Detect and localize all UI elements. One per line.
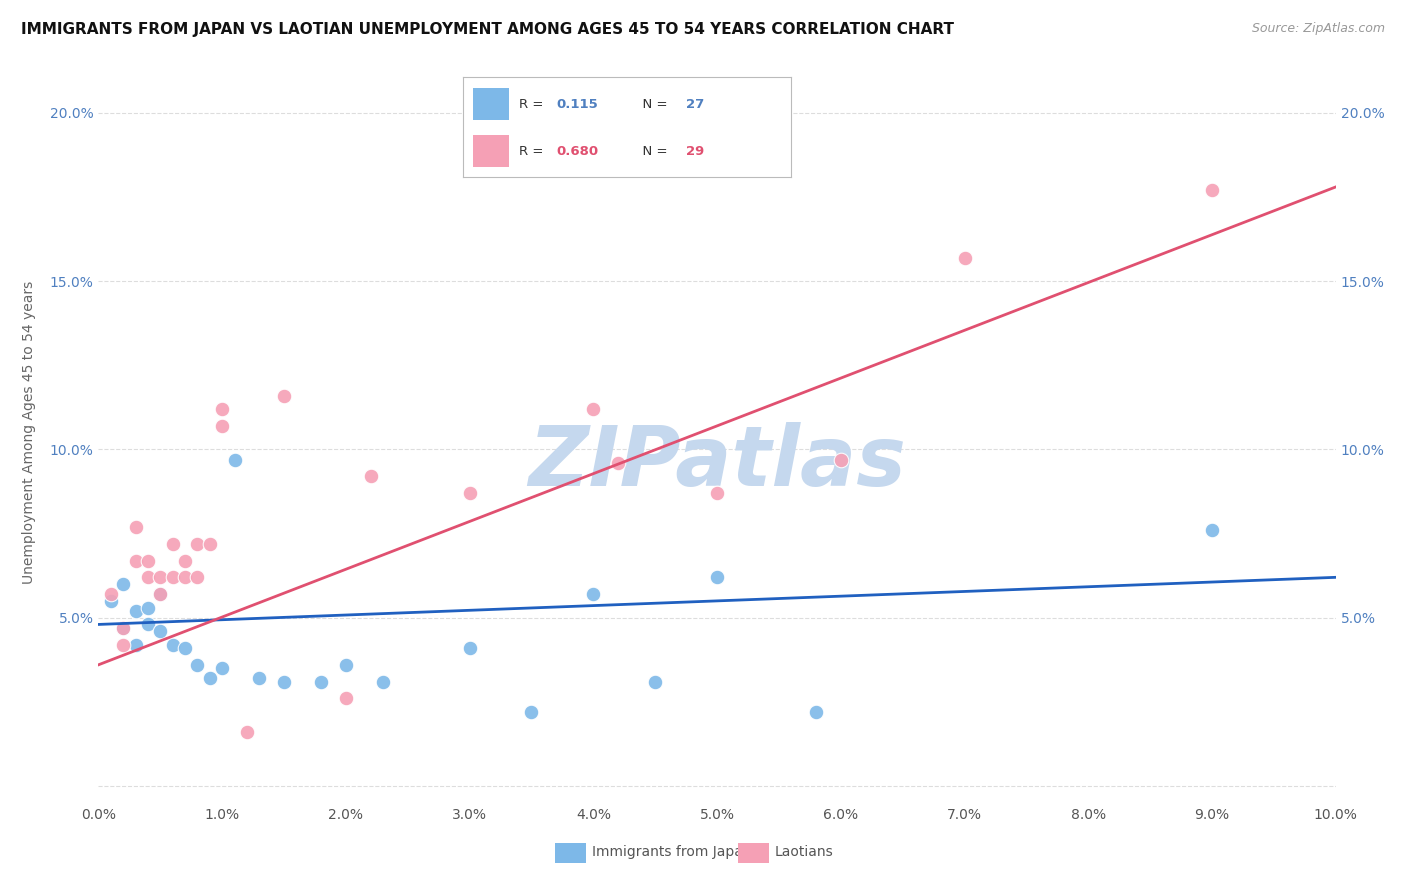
Point: [186, 536, 208, 550]
Text: Source: ZipAtlas.com: Source: ZipAtlas.com: [1251, 22, 1385, 36]
Point: [136, 553, 159, 567]
Point: [174, 553, 197, 567]
Point: [124, 553, 146, 567]
Point: [458, 486, 481, 500]
Point: [582, 402, 605, 417]
Point: [162, 570, 184, 584]
Point: [1201, 183, 1223, 197]
Point: [644, 674, 666, 689]
Text: Immigrants from Japan: Immigrants from Japan: [592, 845, 752, 859]
Point: [582, 587, 605, 601]
Point: [273, 674, 295, 689]
Point: [162, 638, 184, 652]
Point: [830, 452, 852, 467]
Point: [607, 456, 630, 470]
Point: [360, 469, 382, 483]
Point: [224, 452, 246, 467]
Point: [198, 536, 221, 550]
Point: [136, 600, 159, 615]
Point: [149, 570, 172, 584]
Y-axis label: Unemployment Among Ages 45 to 54 years: Unemployment Among Ages 45 to 54 years: [22, 281, 35, 584]
Point: [186, 570, 208, 584]
Point: [100, 587, 122, 601]
Point: [371, 674, 394, 689]
Point: [149, 587, 172, 601]
Point: [136, 570, 159, 584]
Point: [149, 624, 172, 639]
Point: [211, 418, 233, 433]
Point: [1201, 523, 1223, 537]
Point: [112, 638, 135, 652]
Point: [174, 640, 197, 655]
Point: [953, 251, 976, 265]
Point: [112, 621, 135, 635]
Point: [309, 674, 332, 689]
Point: [136, 617, 159, 632]
Point: [112, 621, 135, 635]
Text: Laotians: Laotians: [775, 845, 834, 859]
Point: [162, 536, 184, 550]
Point: [520, 705, 543, 719]
Point: [273, 388, 295, 402]
Point: [247, 671, 270, 685]
Point: [149, 587, 172, 601]
Point: [186, 657, 208, 672]
Point: [174, 570, 197, 584]
Text: ZIPatlas: ZIPatlas: [529, 422, 905, 503]
Point: [335, 691, 357, 706]
Point: [804, 705, 827, 719]
Point: [706, 570, 728, 584]
Point: [211, 402, 233, 417]
Point: [124, 520, 146, 534]
Point: [112, 577, 135, 591]
Point: [236, 725, 259, 739]
Point: [198, 671, 221, 685]
Text: IMMIGRANTS FROM JAPAN VS LAOTIAN UNEMPLOYMENT AMONG AGES 45 TO 54 YEARS CORRELAT: IMMIGRANTS FROM JAPAN VS LAOTIAN UNEMPLO…: [21, 22, 955, 37]
Point: [458, 640, 481, 655]
Point: [335, 657, 357, 672]
Point: [211, 661, 233, 675]
Point: [124, 604, 146, 618]
Point: [100, 594, 122, 608]
Point: [124, 638, 146, 652]
Point: [706, 486, 728, 500]
